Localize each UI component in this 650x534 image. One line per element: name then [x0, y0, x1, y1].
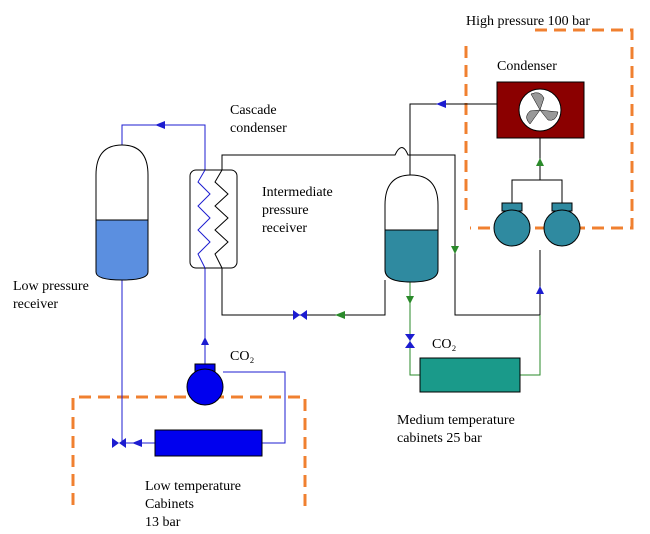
low-temperature-cabinet: [154, 429, 263, 457]
label: receiver: [13, 297, 58, 312]
pipe: [221, 147, 541, 316]
pipe: [221, 268, 386, 316]
fan-blades: [526, 92, 559, 125]
intermediate-receiver: [384, 174, 439, 283]
coil: [197, 169, 211, 269]
pipe: [121, 275, 155, 444]
label: Cabinets: [145, 497, 194, 512]
high-pressure-boundary: [464, 28, 634, 230]
label: 13 bar: [145, 515, 181, 530]
label: CO₂: [230, 349, 254, 364]
label: condenser: [230, 121, 287, 136]
receiver-liquid: [96, 220, 148, 280]
label: CO₂: [432, 337, 456, 352]
label: Low pressure: [13, 279, 89, 294]
medium-temperature-cabinet: [419, 357, 521, 393]
compressor: [493, 202, 581, 247]
flow-arrows: [112, 100, 544, 448]
compressor: [186, 368, 224, 406]
label: Medium temperature: [397, 413, 515, 428]
coil: [214, 169, 229, 269]
label: Low temperature: [145, 479, 241, 494]
pipe: [409, 280, 541, 376]
pipe: [204, 268, 286, 444]
label: Intermediate: [262, 185, 333, 200]
label: cabinets 25 bar: [397, 431, 482, 446]
cascade-condenser: [189, 169, 238, 269]
label: Cascade: [230, 103, 277, 118]
pipe: [511, 138, 563, 205]
low-pressure-receiver: [95, 144, 149, 281]
receiver-liquid: [385, 230, 438, 282]
label: pressure: [262, 203, 309, 218]
label: receiver: [262, 221, 307, 236]
label: High pressure 100 bar: [466, 14, 590, 29]
pipe: [409, 103, 497, 175]
label: Condenser: [497, 59, 557, 74]
